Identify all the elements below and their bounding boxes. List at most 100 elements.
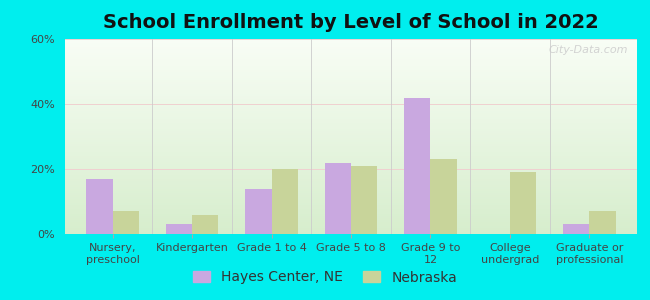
Bar bbox=[65, 98, 637, 100]
Bar bbox=[65, 160, 637, 162]
Bar bbox=[65, 211, 637, 212]
Bar bbox=[325, 163, 351, 234]
Bar bbox=[65, 47, 637, 49]
Bar bbox=[65, 205, 637, 207]
Bar bbox=[65, 187, 637, 189]
Bar bbox=[65, 195, 637, 197]
Bar bbox=[65, 232, 637, 234]
Bar bbox=[65, 74, 637, 76]
Bar bbox=[65, 117, 637, 119]
Bar bbox=[65, 150, 637, 152]
Bar bbox=[65, 220, 637, 222]
Bar bbox=[65, 109, 637, 111]
Bar bbox=[65, 123, 637, 125]
Bar bbox=[65, 66, 637, 68]
Bar bbox=[65, 53, 637, 55]
Bar bbox=[590, 211, 616, 234]
Bar bbox=[272, 169, 298, 234]
Bar bbox=[65, 191, 637, 193]
Bar bbox=[65, 164, 637, 166]
Bar bbox=[65, 142, 637, 144]
Bar bbox=[65, 55, 637, 56]
Bar bbox=[65, 99, 637, 101]
Bar bbox=[65, 212, 637, 214]
Bar bbox=[65, 207, 637, 209]
Bar bbox=[65, 94, 637, 95]
Bar bbox=[65, 49, 637, 51]
Bar bbox=[65, 197, 637, 199]
Bar bbox=[245, 188, 272, 234]
Bar bbox=[65, 146, 637, 148]
Bar bbox=[65, 62, 637, 64]
Bar bbox=[65, 131, 637, 133]
Bar bbox=[65, 82, 637, 84]
Bar bbox=[65, 181, 637, 183]
Bar bbox=[65, 170, 637, 172]
Bar bbox=[65, 70, 637, 72]
Bar bbox=[65, 193, 637, 195]
Bar bbox=[65, 138, 637, 140]
Bar bbox=[65, 176, 637, 177]
Bar bbox=[65, 95, 637, 98]
Bar bbox=[65, 166, 637, 168]
Bar bbox=[65, 185, 637, 187]
Bar bbox=[65, 125, 637, 127]
Bar bbox=[65, 90, 637, 92]
Bar bbox=[65, 88, 637, 90]
Bar bbox=[65, 133, 637, 134]
Bar bbox=[65, 177, 637, 179]
Bar bbox=[404, 98, 430, 234]
Bar bbox=[430, 159, 457, 234]
Bar bbox=[65, 60, 637, 62]
Bar bbox=[65, 154, 637, 156]
Bar bbox=[65, 201, 637, 203]
Bar bbox=[65, 199, 637, 201]
Bar bbox=[65, 172, 637, 173]
Bar bbox=[65, 58, 637, 61]
Bar bbox=[65, 43, 637, 45]
Bar bbox=[65, 76, 637, 78]
Bar bbox=[65, 214, 637, 217]
Bar bbox=[65, 45, 637, 47]
Bar bbox=[65, 64, 637, 66]
Bar bbox=[65, 101, 637, 103]
Bar bbox=[65, 121, 637, 123]
Bar bbox=[65, 222, 637, 224]
Bar bbox=[65, 217, 637, 218]
Bar bbox=[112, 211, 139, 234]
Bar bbox=[65, 107, 637, 109]
Bar bbox=[65, 173, 637, 175]
Bar bbox=[65, 189, 637, 191]
Bar bbox=[65, 56, 637, 58]
Bar bbox=[65, 140, 637, 142]
Bar bbox=[65, 86, 637, 88]
Bar bbox=[65, 103, 637, 105]
Bar bbox=[86, 179, 112, 234]
Bar bbox=[65, 226, 637, 228]
Bar bbox=[65, 209, 637, 211]
Bar bbox=[192, 214, 218, 234]
Bar bbox=[65, 152, 637, 154]
Bar bbox=[65, 80, 637, 82]
Bar bbox=[65, 203, 637, 205]
Bar bbox=[65, 228, 637, 230]
Bar bbox=[65, 179, 637, 181]
Bar bbox=[65, 41, 637, 43]
Bar bbox=[65, 84, 637, 86]
Bar bbox=[65, 115, 637, 117]
Bar bbox=[65, 111, 637, 113]
Legend: Hayes Center, NE, Nebraska: Hayes Center, NE, Nebraska bbox=[187, 265, 463, 290]
Bar bbox=[65, 136, 637, 138]
Bar bbox=[65, 156, 637, 158]
Bar bbox=[65, 113, 637, 115]
Bar bbox=[65, 129, 637, 130]
Bar bbox=[65, 224, 637, 226]
Bar bbox=[65, 78, 637, 80]
Bar bbox=[65, 183, 637, 185]
Bar bbox=[65, 119, 637, 121]
Bar bbox=[65, 168, 637, 170]
Bar bbox=[166, 224, 192, 234]
Bar bbox=[65, 162, 637, 164]
Bar bbox=[65, 105, 637, 107]
Bar bbox=[65, 92, 637, 94]
